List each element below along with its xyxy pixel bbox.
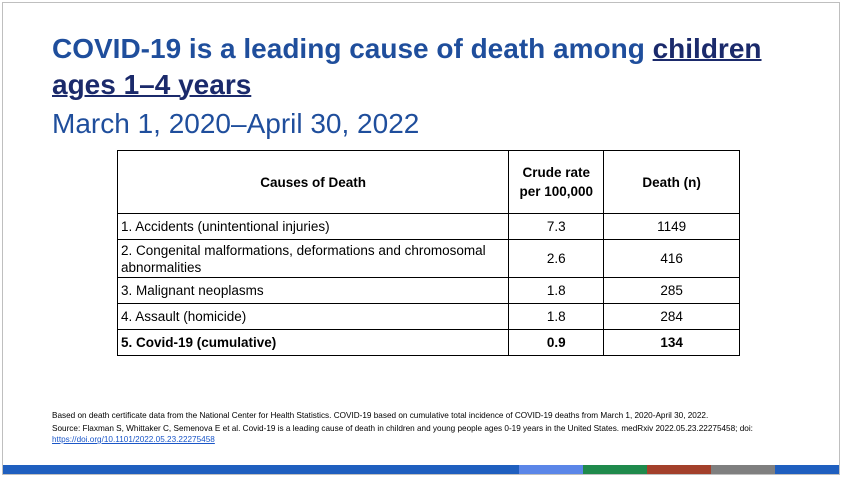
cause-cell: 1. Accidents (unintentional injuries) [116, 213, 510, 240]
rate-cell: 0.9 [508, 329, 605, 356]
rate-cell: 2.6 [508, 239, 605, 278]
slide-title: COVID-19 is a leading cause of death amo… [52, 31, 772, 103]
footer-bar-segment [583, 465, 647, 474]
deaths-cell: 284 [603, 303, 740, 330]
cause-cell: 2. Congenital malformations, deformation… [116, 239, 510, 278]
slide-subtitle: March 1, 2020–April 30, 2022 [52, 108, 420, 139]
title-emphasis-ages: ages 1–4 years [52, 69, 252, 100]
footnote-data-note: Based on death certificate data from the… [52, 411, 709, 420]
table-header-row: Causes of Death Crude rate per 100,000 D… [116, 150, 740, 214]
footnote: Based on death certificate data from the… [52, 410, 812, 445]
deaths-cell: 285 [603, 277, 740, 304]
cause-cell: 3. Malignant neoplasms [116, 277, 510, 304]
footer-bar-segment [711, 465, 775, 474]
cause-cell: 5. Covid-19 (cumulative) [116, 329, 510, 356]
footnote-source: Source: Flaxman S, Whittaker C, Semenova… [52, 423, 812, 445]
title-emphasis-children: children [652, 33, 762, 64]
footer-bar-segment [647, 465, 711, 474]
source-citation: Source: Flaxman S, Whittaker C, Semenova… [52, 424, 753, 433]
footer-color-bar [3, 465, 839, 474]
table-row: 2. Congenital malformations, deformation… [116, 239, 740, 278]
deaths-cell: 1149 [603, 213, 740, 240]
deaths-cell: 416 [603, 239, 740, 278]
rate-cell: 7.3 [508, 213, 605, 240]
doi-link[interactable]: https://doi.org/10.1101/2022.05.23.22275… [52, 435, 215, 444]
title-text: COVID-19 is a leading cause of death amo… [52, 33, 653, 64]
footer-bar-segment [347, 465, 519, 474]
table-row: 4. Assault (homicide) 1.8 284 [116, 303, 740, 330]
deaths-cell: 134 [603, 329, 740, 356]
header-crude-rate: Crude rate per 100,000 [508, 150, 605, 214]
table-row: 1. Accidents (unintentional injuries) 7.… [116, 213, 740, 240]
footer-bar-segment [175, 465, 347, 474]
header-causes: Causes of Death [116, 150, 510, 214]
footer-bar-segment [775, 465, 839, 474]
footer-bar-segment [519, 465, 583, 474]
table-row-covid: 5. Covid-19 (cumulative) 0.9 134 [116, 329, 740, 356]
causes-of-death-table: Causes of Death Crude rate per 100,000 D… [116, 150, 740, 356]
rate-cell: 1.8 [508, 277, 605, 304]
footer-bar-segment [3, 465, 175, 474]
header-deaths: Death (n) [603, 150, 740, 214]
rate-cell: 1.8 [508, 303, 605, 330]
cause-cell: 4. Assault (homicide) [116, 303, 510, 330]
table-row: 3. Malignant neoplasms 1.8 285 [116, 277, 740, 304]
